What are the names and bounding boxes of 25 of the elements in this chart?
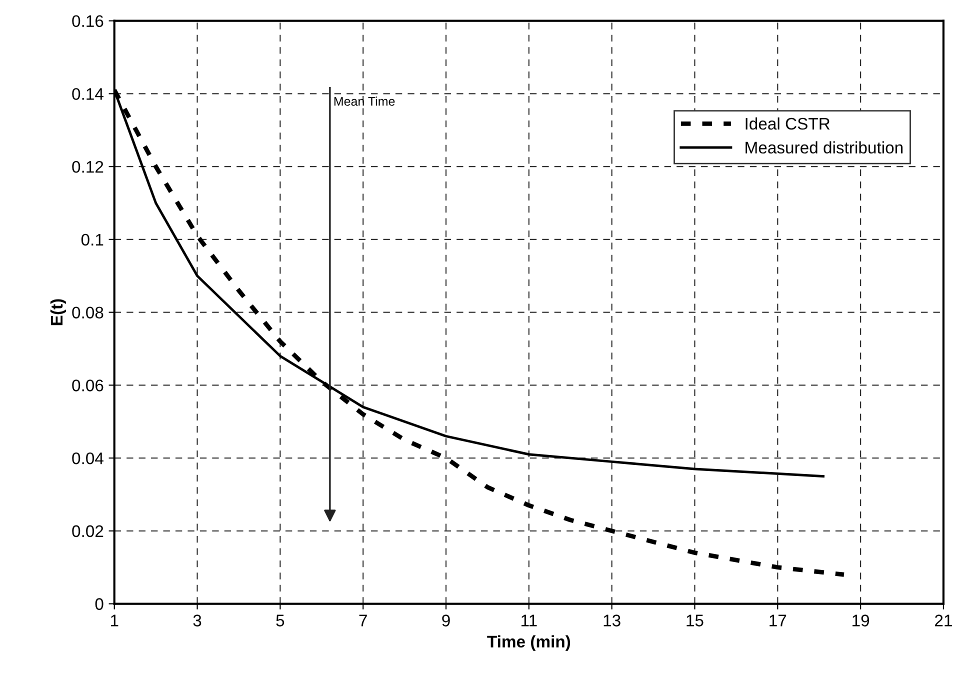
ref-line-label: Mean Time xyxy=(334,96,395,106)
x-tick-label: 17 xyxy=(770,614,786,626)
y-tick-label: 0.14 xyxy=(72,88,104,100)
y-tick-label: 0.08 xyxy=(72,306,104,319)
y-tick-label: 0 xyxy=(95,598,104,610)
legend-label: Ideal CSTR xyxy=(746,117,830,130)
x-tick-label: 7 xyxy=(359,614,367,626)
x-tick-label: 9 xyxy=(442,614,450,626)
x-tick-label: 11 xyxy=(522,614,537,626)
x-tick-label: 13 xyxy=(604,614,620,626)
x-tick-label: 3 xyxy=(193,614,202,626)
y-axis-title: E(t) xyxy=(50,299,66,326)
x-tick-label: 15 xyxy=(686,614,704,626)
y-tick-label: 0.16 xyxy=(72,15,104,28)
y-tick-label: 0.04 xyxy=(72,452,104,464)
y-tick-label: 0.1 xyxy=(81,234,104,246)
x-tick-label: 5 xyxy=(276,614,284,626)
y-tick-label: 0.06 xyxy=(72,380,104,392)
y-tick-label: 0.02 xyxy=(72,525,104,538)
x-axis-title: Time (min) xyxy=(487,635,570,651)
x-tick-label: 21 xyxy=(935,614,952,626)
x-tick-label: 19 xyxy=(852,614,870,626)
x-tick-label: 1 xyxy=(110,614,118,626)
legend-label: Measured distribution xyxy=(746,141,903,154)
y-tick-label: 0.12 xyxy=(72,160,104,173)
